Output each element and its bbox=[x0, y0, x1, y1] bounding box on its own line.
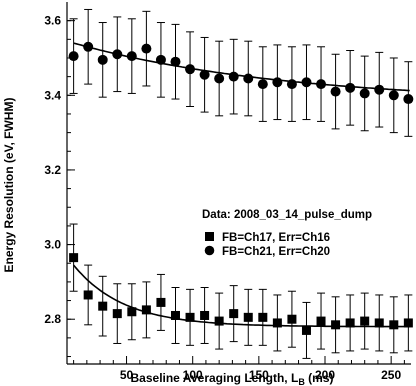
legend: FB=Ch17, Err=Ch16 FB=Ch21, Err=Ch20 bbox=[204, 232, 330, 258]
axes-layer: 2.8 3.0 3.2 3.4 3.6 50 100 150 200 250 bbox=[44, 2, 411, 382]
data-point-square bbox=[331, 320, 341, 330]
data-point-square bbox=[287, 314, 297, 324]
fit-curve bbox=[73, 42, 410, 92]
y-tick-label: 3.2 bbox=[44, 163, 61, 177]
data-point-square bbox=[316, 316, 326, 326]
data-point-circle bbox=[403, 94, 414, 105]
data-point-circle bbox=[97, 54, 108, 65]
x-tick-label: 100 bbox=[183, 368, 203, 382]
data-point-circle bbox=[286, 79, 297, 90]
y-tick-label: 3.6 bbox=[44, 14, 61, 28]
x-tick-label: 150 bbox=[249, 368, 269, 382]
data-point-square bbox=[112, 309, 122, 319]
data-point-square bbox=[258, 312, 268, 322]
data-point-square bbox=[360, 316, 370, 326]
x-axis-title: Baseline Averaging Length, LB (ms) bbox=[131, 371, 334, 386]
legend-label-series-2: FB=Ch21, Err=Ch20 bbox=[222, 246, 330, 258]
data-point-square bbox=[272, 318, 282, 328]
data-point-circle bbox=[330, 86, 341, 97]
x-axis-title-unit: (ms) bbox=[305, 371, 334, 385]
y-tick-label: 3.4 bbox=[44, 88, 61, 102]
data-point-square bbox=[156, 297, 166, 307]
data-point-square bbox=[127, 307, 137, 317]
data-point-square bbox=[83, 290, 93, 300]
data-point-circle bbox=[83, 41, 94, 52]
series-1 bbox=[69, 223, 413, 359]
x-tick-label: 250 bbox=[381, 368, 401, 382]
data-point-circle bbox=[301, 77, 312, 88]
data-point-circle bbox=[199, 69, 210, 80]
x-axis-title-main: Baseline Averaging Length, L bbox=[131, 371, 299, 385]
data-point-square bbox=[141, 305, 151, 315]
data-point-circle bbox=[214, 73, 225, 84]
x-tick-label: 50 bbox=[120, 368, 134, 382]
data-point-circle bbox=[155, 54, 166, 65]
data-point-circle bbox=[170, 56, 181, 67]
data-point-square bbox=[69, 253, 79, 263]
data-point-square bbox=[200, 310, 210, 320]
data-point-square bbox=[98, 301, 108, 311]
data-point-circle bbox=[374, 84, 385, 95]
data-point-circle bbox=[185, 64, 196, 75]
data-point-square bbox=[374, 318, 384, 328]
data-point-circle bbox=[257, 79, 268, 90]
data-point-square bbox=[170, 310, 180, 320]
x-tick-label: 200 bbox=[315, 368, 335, 382]
y-tick-label: 3.0 bbox=[44, 238, 61, 252]
data-point-circle bbox=[345, 82, 356, 93]
data-point-square bbox=[185, 312, 195, 322]
legend-label-series-1: FB=Ch17, Err=Ch16 bbox=[222, 232, 330, 244]
data-point-square bbox=[345, 318, 355, 328]
data-point-circle bbox=[272, 77, 283, 88]
data-point-square bbox=[389, 320, 399, 330]
annotation-text: Data: 2008_03_14_pulse_dump bbox=[202, 209, 372, 221]
data-point-square bbox=[243, 312, 253, 322]
data-layer bbox=[68, 8, 414, 359]
legend-marker-square bbox=[205, 232, 214, 241]
data-point-circle bbox=[141, 43, 152, 54]
series-2 bbox=[68, 8, 414, 137]
data-point-square bbox=[301, 325, 311, 335]
data-point-circle bbox=[388, 90, 399, 101]
data-point-circle bbox=[112, 49, 123, 60]
y-tick-label: 2.8 bbox=[44, 312, 61, 326]
legend-marker-circle bbox=[204, 245, 215, 256]
data-point-circle bbox=[68, 51, 79, 62]
data-point-square bbox=[214, 316, 224, 326]
data-point-circle bbox=[243, 73, 254, 84]
data-point-circle bbox=[228, 71, 239, 82]
fit-curve bbox=[72, 264, 410, 328]
data-point-circle bbox=[316, 79, 327, 90]
data-point-circle bbox=[126, 51, 137, 62]
y-axis-title: Energy Resolution (eV, FWHM) bbox=[2, 98, 16, 273]
data-point-circle bbox=[359, 88, 370, 99]
data-point-square bbox=[403, 318, 413, 328]
x-axis-title-sub: B bbox=[298, 377, 305, 386]
data-point-square bbox=[229, 309, 239, 319]
